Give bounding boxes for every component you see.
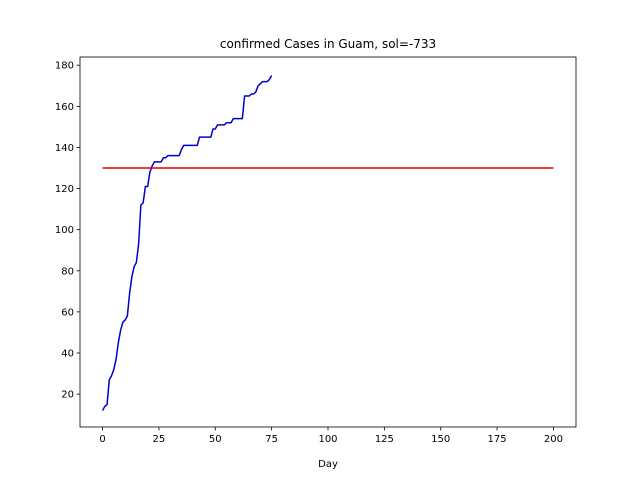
chart-title: confirmed Cases in Guam, sol=-733 <box>220 37 436 51</box>
x-tick-label: 25 <box>153 434 166 445</box>
y-tick-label: 140 <box>55 143 74 154</box>
x-tick-label: 150 <box>431 434 450 445</box>
plot-area <box>101 75 554 411</box>
series-line-0 <box>101 75 273 411</box>
x-tick-label: 50 <box>209 434 222 445</box>
x-tick-label: 125 <box>375 434 394 445</box>
y-tick-label: 20 <box>61 390 74 401</box>
y-tick-label: 160 <box>55 102 74 113</box>
y-tick-label: 60 <box>61 307 74 318</box>
y-tick-label: 40 <box>61 349 74 360</box>
x-tick-label: 100 <box>318 434 337 445</box>
x-tick-label: 75 <box>265 434 278 445</box>
x-axis: 0 25 50 75 100 125 150 175 200 <box>99 427 563 445</box>
y-tick-label: 80 <box>61 266 74 277</box>
x-tick-label: 200 <box>544 434 563 445</box>
y-tick-label: 180 <box>55 61 74 72</box>
y-tick-label: 120 <box>55 184 74 195</box>
y-tick-label: 100 <box>55 225 74 236</box>
x-tick-label: 175 <box>488 434 507 445</box>
x-tick-label: 0 <box>99 434 105 445</box>
x-axis-label: Day <box>318 459 338 470</box>
y-axis: 20 40 60 80 100 120 140 160 180 <box>55 61 80 401</box>
